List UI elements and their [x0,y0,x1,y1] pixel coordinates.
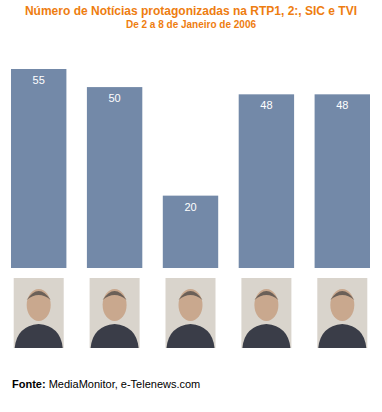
portrait [241,278,291,348]
bar [87,87,142,268]
background [0,0,382,412]
portrait-head [330,289,354,321]
portrait-body [242,324,290,348]
portrait-head [254,289,278,321]
portrait-hair [103,291,127,300]
bar [315,94,370,268]
portrait-frame [90,278,140,348]
portrait-frame [14,278,64,348]
data-label: 48 [336,99,348,111]
portrait-frame [166,278,216,348]
portrait-body [318,324,366,348]
data-label: 20 [184,201,196,213]
portrait-head [27,289,51,321]
portrait-body [91,324,139,348]
bar [11,69,66,268]
chart: Número de Notícias protagonizadas na RTP… [0,0,382,412]
data-label: 50 [108,92,120,104]
portrait-hair [254,291,278,300]
data-label: 55 [33,74,45,86]
bar [239,94,294,268]
portrait-hair [179,291,203,300]
portrait [166,278,216,348]
source-label: Fonte: [12,378,46,390]
bar [163,196,218,268]
portrait-head [179,289,203,321]
portrait-body [15,324,63,348]
data-labels: 55 50 20 48 48 [33,74,349,213]
subtitle: De 2 a 8 de Janeiro de 2006 [126,19,257,30]
portraits [14,278,368,348]
portrait-head [103,289,127,321]
source-text: MediaMonitor, e-Telenews.com [46,378,201,390]
source: Fonte: MediaMonitor, e-Telenews.com [12,378,200,390]
title: Número de Notícias protagonizadas na RTP… [25,4,357,18]
portrait [14,278,64,348]
bars [11,69,370,268]
portrait-body [167,324,215,348]
portrait [90,278,140,348]
portrait-frame [317,278,367,348]
portrait [317,278,367,348]
portrait-frame [241,278,291,348]
portrait-hair [27,291,51,300]
data-label: 48 [260,99,272,111]
portrait-hair [330,291,354,300]
